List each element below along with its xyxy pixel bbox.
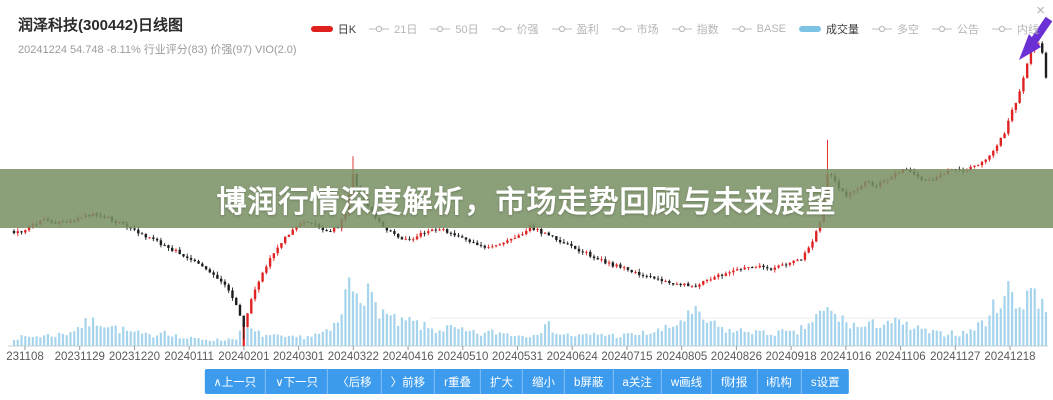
legend-item-label: 日K (337, 24, 357, 36)
legend-item-base[interactable]: BASE (731, 23, 786, 35)
x-axis-label: 20240624 (547, 351, 599, 363)
follow-button[interactable]: a关注 (612, 369, 660, 394)
x-axis-label: 20241218 (984, 351, 1035, 363)
x-axis-label: 20241127 (930, 351, 980, 363)
settings-button[interactable]: s设置 (800, 369, 849, 394)
legend-item-label: 内线 (1017, 24, 1039, 36)
x-axis-label: 20240531 (492, 351, 543, 363)
x-axis-label: 20240826 (711, 351, 762, 363)
line-toggle-icon (992, 25, 1012, 33)
prev-stock-button[interactable]: ∧上一只 (213, 376, 257, 389)
x-axis-label: 20240322 (328, 351, 379, 363)
legend-item-price-strength[interactable]: 价强 (491, 21, 539, 37)
line-toggle-icon (430, 25, 451, 33)
x-axis-label: 20240301 (273, 351, 324, 363)
volume-swatch-icon (799, 26, 821, 32)
legend-item-profit[interactable]: 盈利 (551, 21, 599, 37)
x-axis-label: 20231129 (55, 351, 105, 363)
legend-item-inside-line[interactable]: 内线 (992, 21, 1039, 37)
legend-item-label: 价强 (516, 24, 539, 36)
line-toggle-icon (932, 25, 952, 33)
cursor-arrow-icon (1019, 16, 1053, 60)
stock-quote-line: 20241224 54.748 -8.11% 行业评分(83) 价强(97) V… (18, 44, 297, 56)
x-axis-label: 20240805 (656, 351, 707, 363)
overlay-button[interactable]: r重叠 (434, 369, 480, 394)
shift-back-button[interactable]: 〈后移 (327, 369, 381, 394)
legend-item-volume[interactable]: 成交量 (799, 21, 859, 37)
x-axis-label: 20240201 (218, 351, 269, 363)
promo-banner-text: 博润行情深度解析，市场走势回顾与未来展望 (216, 185, 837, 219)
x-axis-label: 20240715 (601, 351, 652, 363)
legend-item-index[interactable]: 指数 (671, 21, 719, 37)
x-axis-label: 20241106 (875, 351, 925, 363)
x-axis-label: 231108 (6, 351, 44, 363)
line-toggle-icon (491, 25, 512, 33)
legend-item-label: 指数 (696, 24, 719, 36)
legend-item-label: BASE (756, 23, 786, 35)
legend-item-label: 多空 (897, 24, 919, 36)
shift-forward-button[interactable]: 〉前移 (380, 369, 435, 394)
legend-item-ma50[interactable]: 50日 (430, 21, 479, 37)
stock-title: 润泽科技(300442)日线图 (18, 17, 184, 34)
chart-header: 润泽科技(300442)日线图 20241224 54.748 -8.11% 行… (18, 14, 297, 57)
indicator-legend: 日K 21日 50日 价强 盈利 市场 指数 BASE 成交量 多空 公告 内线 (310, 21, 1039, 37)
draw-line-button[interactable]: w画线 (660, 369, 711, 394)
legend-item-label: 50日 (455, 24, 479, 36)
promo-banner: 博润行情深度解析，市场走势回顾与未来展望 (0, 169, 1053, 228)
bottom-toolbar: ∧上一只 ∨下一只 〈后移 〉前移 r重叠 扩大 缩小 b屏蔽 a关注 w画线 f财报 i机构 s设置 (204, 369, 849, 394)
kline-swatch-icon (310, 26, 333, 32)
legend-item-label: 公告 (957, 24, 979, 36)
x-axis-label: 20240918 (766, 351, 817, 363)
line-toggle-icon (671, 25, 692, 33)
financial-report-button[interactable]: f财报 (711, 369, 756, 394)
x-axis-label: 20240416 (382, 351, 433, 363)
legend-item-market[interactable]: 市场 (611, 21, 659, 37)
line-toggle-icon (872, 25, 892, 33)
x-axis-label: 20231220 (109, 351, 160, 363)
legend-item-day-k[interactable]: 日K (310, 21, 357, 37)
zoom-out-button[interactable]: 缩小 (522, 369, 564, 394)
legend-item-label: 市场 (636, 24, 659, 36)
x-axis-label: 20241016 (820, 351, 871, 363)
line-toggle-icon (731, 25, 752, 33)
institution-button[interactable]: i机构 (756, 369, 801, 394)
legend-item-ma21[interactable]: 21日 (369, 21, 417, 37)
close-icon[interactable]: × (1036, 2, 1045, 19)
line-toggle-icon (611, 25, 632, 33)
next-stock-button[interactable]: ∨下一只 (265, 369, 327, 394)
line-toggle-icon (369, 25, 390, 33)
legend-item-long-short[interactable]: 多空 (872, 21, 919, 37)
legend-item-label: 21日 (394, 24, 418, 36)
x-axis-label: 20240510 (437, 351, 488, 363)
zoom-in-button[interactable]: 扩大 (480, 369, 522, 394)
legend-item-label: 成交量 (826, 24, 859, 36)
legend-item-label: 盈利 (576, 24, 599, 36)
x-axis-label: 20240111 (164, 351, 213, 363)
block-button[interactable]: b屏蔽 (564, 369, 612, 394)
legend-item-announcement[interactable]: 公告 (932, 21, 979, 37)
line-toggle-icon (551, 25, 572, 33)
